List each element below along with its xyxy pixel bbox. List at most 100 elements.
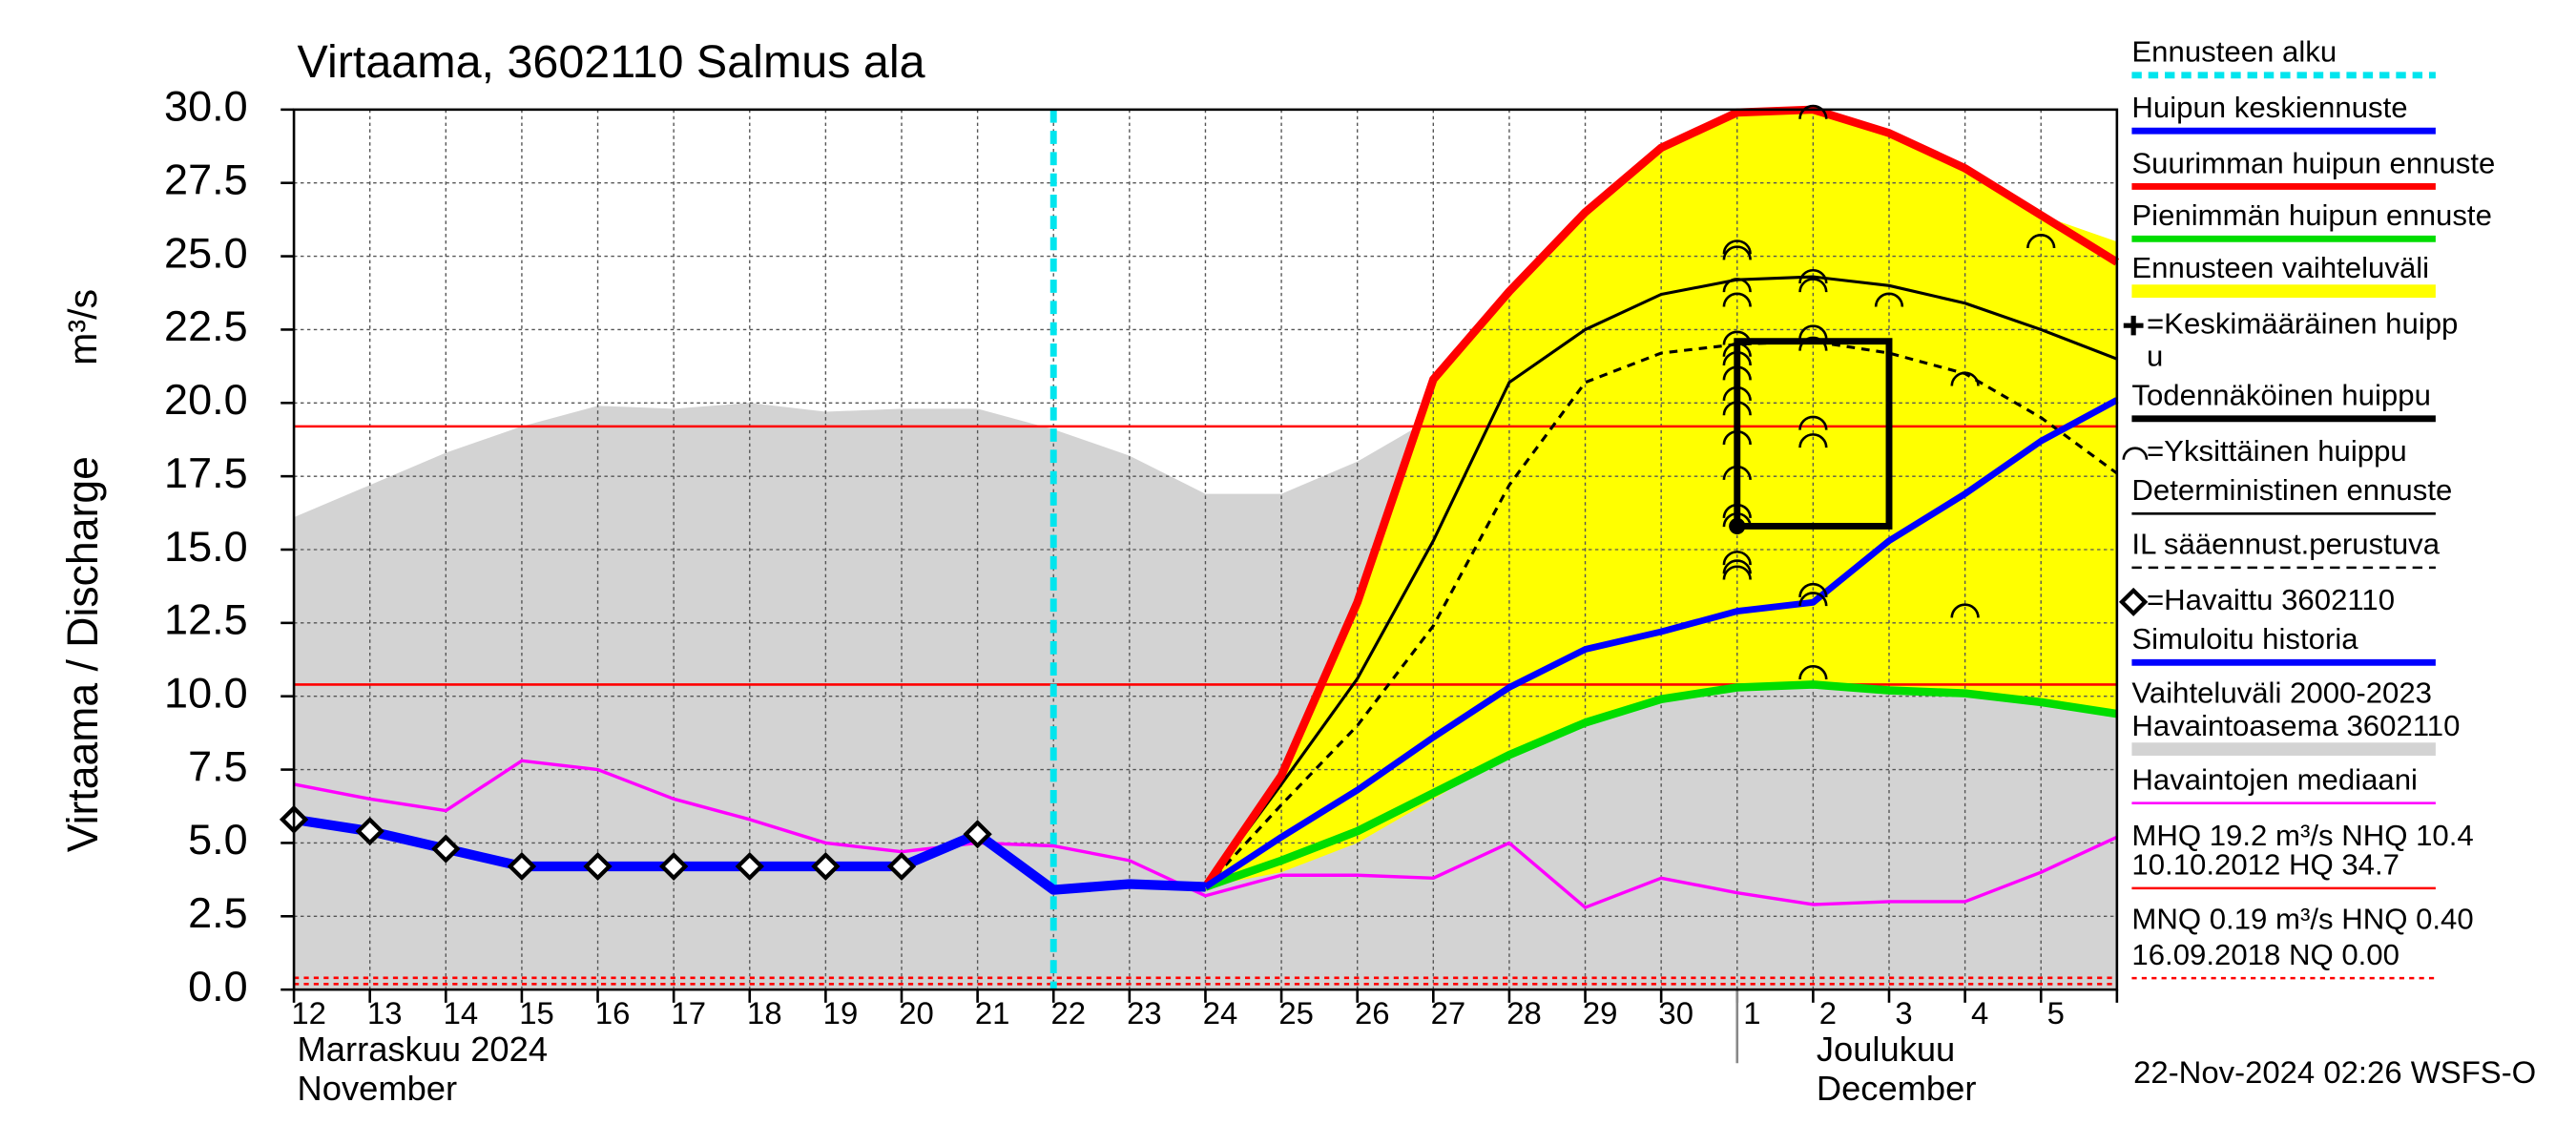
peak-marker: [1798, 592, 1828, 607]
legend-label: Todennäköinen huippu: [2131, 379, 2430, 412]
x-tick-label: 4: [1971, 995, 1988, 1030]
line-forecast-mean: [1203, 397, 2119, 890]
peak-marker: [1722, 559, 1752, 574]
probable-peak-dot: [1729, 517, 1746, 534]
observed-point: [735, 851, 764, 882]
observed-point: [583, 851, 613, 882]
legend-label: Deterministinen ennuste: [2131, 473, 2452, 507]
x-tick-label: 2: [1819, 995, 1837, 1030]
legend-label: 10.10.2012 HQ 34.7: [2131, 848, 2399, 882]
x-tick-label: 20: [899, 995, 934, 1030]
peak-marker: [1722, 351, 1752, 366]
legend-symbol: [2118, 587, 2149, 616]
peak-marker: [1722, 385, 1752, 402]
y-tick-label: 27.5: [164, 156, 248, 204]
legend-label: Simuloitu historia: [2131, 622, 2358, 656]
peak-marker: [1798, 278, 1828, 293]
peak-marker: [1798, 336, 1828, 351]
x-tick-label: 19: [823, 995, 859, 1030]
peak-marker: [1798, 324, 1828, 340]
x-tick-label: 15: [519, 995, 554, 1030]
legend-label: =Havaittu 3602110: [2147, 583, 2395, 616]
peak-marker: [1722, 401, 1752, 416]
x-tick-label: 12: [291, 995, 326, 1030]
observed-point: [963, 820, 992, 849]
y-tick-label: 15.0: [164, 523, 248, 571]
x-tick-label: 30: [1658, 995, 1693, 1030]
x-tick-label: 17: [671, 995, 706, 1030]
peak-marker: [2026, 234, 2056, 249]
legend-symbol: [2123, 315, 2144, 336]
legend-label: u: [2147, 340, 2163, 373]
x-tick-label: 18: [747, 995, 782, 1030]
peak-marker: [1798, 582, 1828, 598]
y-tick-label: 10.0: [164, 670, 248, 718]
x-tick-label: 16: [595, 995, 631, 1030]
legend-label: Ennusteen vaihteluväli: [2131, 251, 2429, 284]
peak-marker: [1722, 565, 1752, 580]
peak-marker: [1722, 330, 1752, 345]
month-label: December: [1817, 1069, 1977, 1108]
line-deterministic: [1204, 275, 2118, 888]
x-tick-label: 13: [367, 995, 403, 1030]
peak-marker: [1798, 104, 1828, 119]
y-tick-label: 30.0: [164, 83, 248, 131]
x-tick-label: 26: [1355, 995, 1390, 1030]
month-label: Joulukuu: [1817, 1030, 1955, 1069]
x-tick-label: 5: [2047, 995, 2065, 1030]
legend-label: =Keskimääräinen huipp: [2147, 306, 2458, 340]
y-tick-label: 22.5: [164, 302, 248, 350]
observed-point: [507, 851, 537, 882]
legend-symbol: [2122, 447, 2149, 460]
x-tick-label: 22: [1051, 995, 1087, 1030]
x-tick-label: 24: [1203, 995, 1238, 1030]
peak-marker: [1722, 245, 1752, 260]
y-tick-label: 12.5: [164, 596, 248, 644]
legend-label: =Yksittäinen huippu: [2147, 434, 2407, 468]
x-tick-label: 27: [1431, 995, 1466, 1030]
footer: 22-Nov-2024 02:26 WSFS-O: [2133, 1054, 2536, 1090]
peak-marker: [1798, 664, 1828, 680]
peak-marker: [1722, 465, 1752, 481]
y-axis-unit: m³/s: [61, 289, 105, 365]
peak-marker: [1798, 433, 1828, 448]
x-tick-label: 23: [1127, 995, 1162, 1030]
legend-label: Ennusteen alku: [2131, 35, 2337, 69]
peak-marker: [1722, 342, 1752, 357]
y-axis-label: Virtaama / Discharge: [59, 456, 107, 852]
legend-label: MHQ 19.2 m³/s NHQ 10.4: [2131, 819, 2473, 852]
legend-label: IL sääennust.perustuva: [2131, 528, 2440, 561]
x-tick-label: 28: [1506, 995, 1542, 1030]
month-label: November: [298, 1069, 458, 1108]
peak-marker: [1722, 278, 1752, 293]
x-tick-label: 29: [1583, 995, 1618, 1030]
legend-label: Havaintojen mediaani: [2131, 763, 2418, 797]
line-forecast-max: [1201, 105, 2120, 889]
chart-title: Virtaama, 3602110 Salmus ala: [298, 36, 925, 88]
observed-point: [886, 851, 917, 882]
y-tick-label: 0.0: [188, 963, 248, 1010]
x-tick-label: 14: [444, 995, 479, 1030]
legend-label: Havaintoasema 3602110: [2131, 709, 2460, 742]
peak-marker: [1722, 512, 1752, 528]
y-tick-label: 5.0: [188, 816, 248, 864]
month-label: Marraskuu 2024: [298, 1030, 549, 1069]
observed-point: [431, 834, 461, 864]
peak-marker: [1722, 239, 1752, 255]
legend-label: Pienimmän huipun ennuste: [2131, 198, 2491, 232]
legend-label: Vaihteluväli 2000-2023: [2131, 677, 2432, 710]
peak-marker: [1874, 292, 1904, 307]
legend-label: MNQ 0.19 m³/s HNQ 0.40: [2131, 902, 2473, 935]
peak-marker: [1722, 503, 1752, 518]
peak-marker: [1722, 551, 1752, 566]
x-tick-label: 25: [1278, 995, 1314, 1030]
legend-label: Huipun keskiennuste: [2131, 91, 2407, 124]
peak-marker: [1722, 365, 1752, 381]
observed-point: [658, 851, 689, 882]
observed-point: [355, 817, 384, 846]
y-tick-label: 17.5: [164, 449, 248, 497]
x-tick-label: 1: [1743, 995, 1760, 1030]
peak-marker: [1950, 371, 1980, 386]
peak-marker: [1798, 415, 1828, 430]
